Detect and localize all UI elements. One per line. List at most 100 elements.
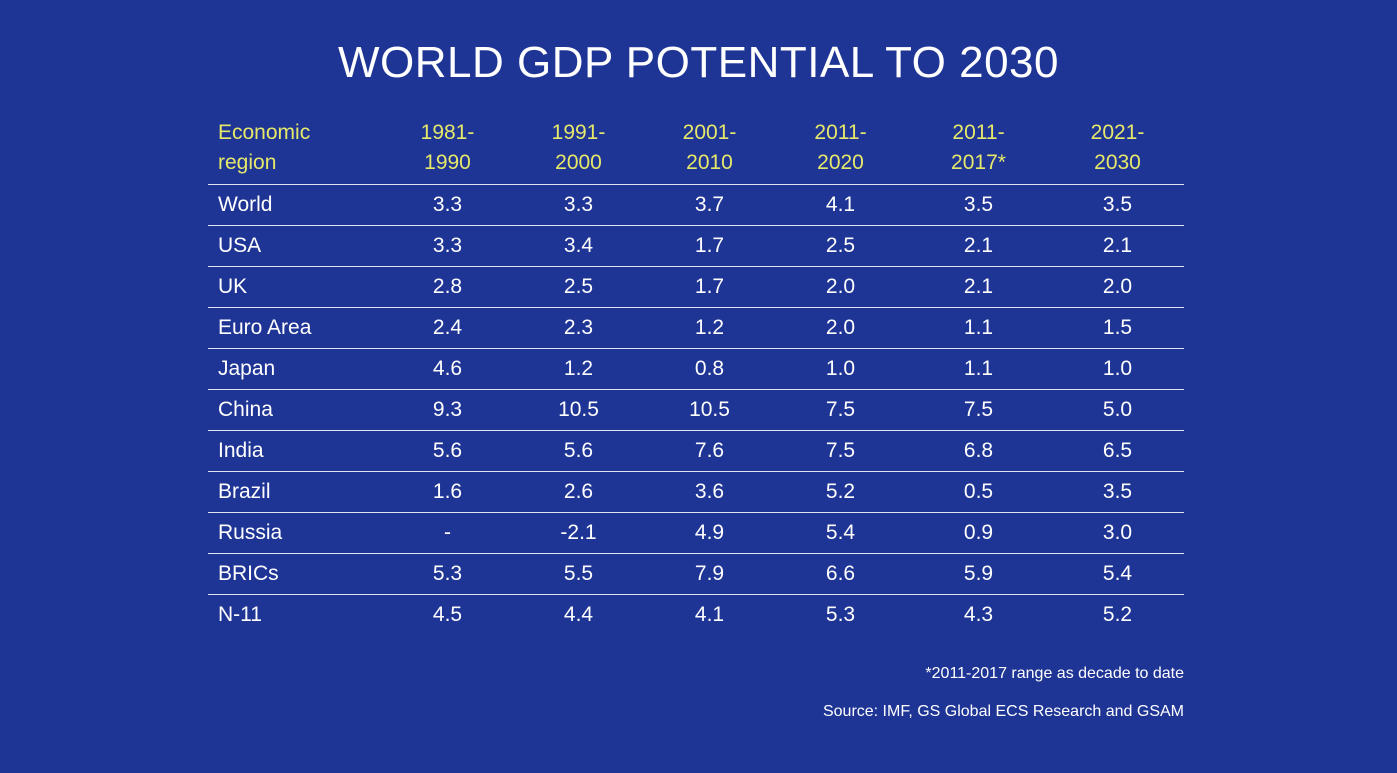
column-header-2011-2017: 2011- 2017*: [906, 116, 1051, 185]
table-cell: 0.5: [906, 471, 1051, 513]
table-cell: 1.6: [382, 471, 513, 513]
table-cell: 2.0: [1051, 266, 1184, 308]
table-cell: 4.1: [775, 184, 906, 226]
table-cell: 5.2: [775, 471, 906, 513]
row-label: N-11: [218, 603, 262, 626]
table-cell: 10.5: [513, 389, 644, 431]
table-cell: 4.3: [963, 603, 994, 626]
row-label: Brazil: [208, 471, 382, 513]
table-cell: 3.7: [644, 184, 775, 226]
table-cell: 4.1: [694, 603, 725, 626]
table-cell: 2.6: [513, 471, 644, 513]
table-row: Brazil 1.6 2.6 3.6 5.2 0.5 3.5: [208, 471, 1184, 513]
table-cell: 2.5: [775, 225, 906, 267]
column-header-2021-2030: 2021- 2030: [1051, 116, 1184, 185]
table-cell: 5.5: [513, 553, 644, 595]
table-cell: 7.5: [775, 389, 906, 431]
table-cell: 4.5: [432, 603, 463, 626]
table-cell: 1.1: [906, 307, 1051, 349]
table-cell: 7.6: [644, 430, 775, 472]
table-header-row: Economic region 1981- 1990 1991- 2000 2001-…: [208, 116, 1184, 185]
table-cell: 5.3: [825, 603, 856, 626]
table-cell: 2.1: [906, 266, 1051, 308]
table-cell: 1.1: [906, 348, 1051, 390]
table-cell: 2.4: [382, 307, 513, 349]
column-header-1981-1990: 1981- 1990: [382, 116, 513, 185]
table-cell: 6.8: [906, 430, 1051, 472]
table-row: Euro Area 2.4 2.3 1.2 2.0 1.1 1.5: [208, 307, 1184, 349]
table-cell: 1.0: [1051, 348, 1184, 390]
table-cell: 2.8: [382, 266, 513, 308]
table-cell: 2.1: [906, 225, 1051, 267]
row-label: USA: [208, 225, 382, 267]
row-label: Russia: [208, 512, 382, 554]
column-header-1991-2000: 1991- 2000: [513, 116, 644, 185]
row-label: UK: [208, 266, 382, 308]
table-body: World 3.3 3.3 3.7 4.1 3.5 3.5 USA 3.3 3.4 1.7 2.5 2.…: [208, 184, 1184, 636]
table-cell: 4.4: [563, 603, 594, 626]
table-cell: 1.0: [775, 348, 906, 390]
table-cell: 1.7: [644, 266, 775, 308]
table-cell: 3.0: [1051, 512, 1184, 554]
table-cell: 4.6: [382, 348, 513, 390]
table-cell: 2.0: [775, 266, 906, 308]
table-cell: 1.2: [513, 348, 644, 390]
table-row: BRICs 5.3 5.5 7.9 6.6 5.9 5.4: [208, 553, 1184, 595]
gdp-table: Economic region 1981- 1990 1991- 2000 2001-…: [208, 116, 1184, 635]
table-cell: 10.5: [644, 389, 775, 431]
table-row: India 5.6 5.6 7.6 7.5 6.8 6.5: [208, 430, 1184, 472]
table-cell: 3.4: [513, 225, 644, 267]
column-header-2011-2020: 2011- 2020: [775, 116, 906, 185]
table-cell: 0.8: [644, 348, 775, 390]
table-row: World 3.3 3.3 3.7 4.1 3.5 3.5: [208, 184, 1184, 226]
table-cell: 3.5: [1051, 471, 1184, 513]
table-cell: 7.5: [775, 430, 906, 472]
table-cell: 3.5: [906, 184, 1051, 226]
row-label: Japan: [208, 348, 382, 390]
table-cell: 7.5: [906, 389, 1051, 431]
table-cell: 5.2: [1102, 603, 1133, 626]
table-cell: 5.9: [906, 553, 1051, 595]
table-cell: 6.6: [775, 553, 906, 595]
footnote: *2011-2017 range as decade to date: [925, 665, 1184, 682]
table-cell: 2.5: [513, 266, 644, 308]
table-cell: 1.7: [644, 225, 775, 267]
table-cell: 5.4: [1051, 553, 1184, 595]
table-cell: 3.3: [382, 225, 513, 267]
source-note: Source: IMF, GS Global ECS Research and …: [822, 703, 1184, 720]
table-cell: 1.5: [1051, 307, 1184, 349]
row-label: BRICs: [208, 553, 382, 595]
table-cell: 2.1: [1051, 225, 1184, 267]
table-row: China 9.3 10.5 10.5 7.5 7.5 5.0: [208, 389, 1184, 431]
table-cell: -2.1: [513, 512, 644, 554]
table-cell: 5.3: [382, 553, 513, 595]
table-cell: 1.2: [644, 307, 775, 349]
table-cell: 5.6: [513, 430, 644, 472]
row-label: India: [208, 430, 382, 472]
table-cell: 3.6: [644, 471, 775, 513]
table-cell: -: [382, 512, 513, 554]
column-header-region: Economic region: [208, 116, 382, 185]
table-cell: 3.3: [513, 184, 644, 226]
table-row: Russia - -2.1 4.9 5.4 0.9 3.0: [208, 512, 1184, 554]
table-cell: 2.0: [775, 307, 906, 349]
table-cell: 0.9: [906, 512, 1051, 554]
table-row: Japan 4.6 1.2 0.8 1.0 1.1 1.0: [208, 348, 1184, 390]
table-cell: 3.3: [382, 184, 513, 226]
column-header-2001-2010: 2001- 2010: [644, 116, 775, 185]
table-cell: 3.5: [1051, 184, 1184, 226]
row-label: Euro Area: [208, 307, 382, 349]
table-cell: 5.0: [1051, 389, 1184, 431]
page-title: WORLD GDP POTENTIAL TO 2030: [338, 38, 1059, 87]
table-cell: 7.9: [644, 553, 775, 595]
table-cell: 5.4: [775, 512, 906, 554]
table-cell: 5.6: [382, 430, 513, 472]
table-row: USA 3.3 3.4 1.7 2.5 2.1 2.1: [208, 225, 1184, 267]
table-cell: 9.3: [382, 389, 513, 431]
table-cell: 6.5: [1051, 430, 1184, 472]
table-cell: 2.3: [513, 307, 644, 349]
table-row: N-11 4.5 4.4 4.1 5.3 4.3 5.2: [208, 595, 1184, 636]
table-row: UK 2.8 2.5 1.7 2.0 2.1 2.0: [208, 266, 1184, 308]
row-label: China: [208, 389, 382, 431]
row-label: World: [208, 184, 382, 226]
